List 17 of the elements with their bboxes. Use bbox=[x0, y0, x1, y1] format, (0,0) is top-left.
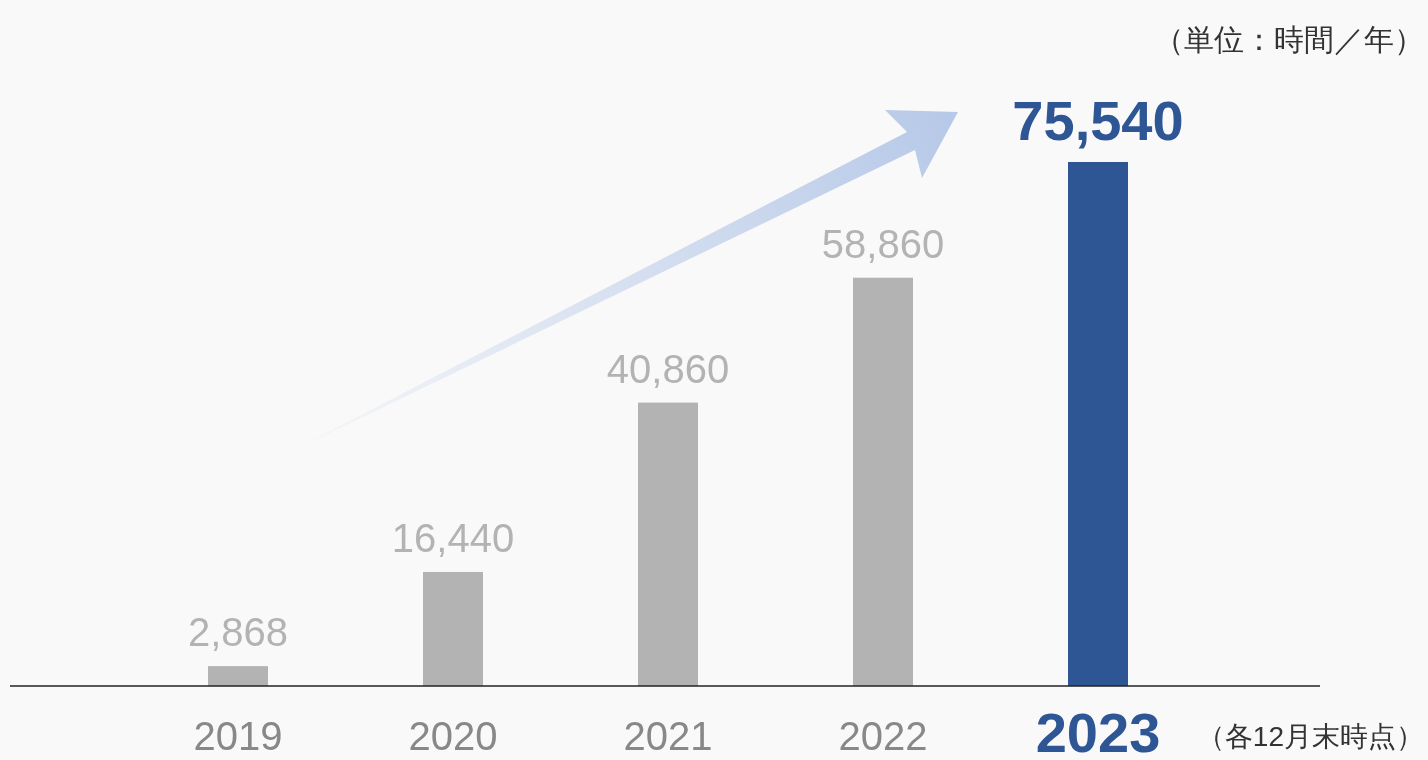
x-tick-label: 2023 bbox=[1035, 701, 1161, 760]
bar bbox=[638, 402, 698, 686]
x-tick-label: 2021 bbox=[623, 714, 713, 758]
data-label: 75,540 bbox=[1012, 89, 1184, 152]
bar bbox=[423, 571, 483, 686]
bar bbox=[853, 277, 913, 686]
x-tick-label: 2020 bbox=[408, 714, 498, 758]
data-label: 16,440 bbox=[391, 515, 515, 560]
text: （各12月末時点） bbox=[1196, 721, 1424, 752]
text: （単位：時間／年） bbox=[1154, 23, 1424, 56]
data-label: 58,860 bbox=[821, 221, 945, 266]
data-label: 2,868 bbox=[187, 610, 289, 655]
bar bbox=[208, 666, 268, 686]
x-tick-label: 2019 bbox=[193, 714, 283, 758]
x-tick-label: 2022 bbox=[838, 714, 928, 758]
data-label: 40,860 bbox=[606, 346, 730, 391]
bar bbox=[1068, 162, 1128, 686]
